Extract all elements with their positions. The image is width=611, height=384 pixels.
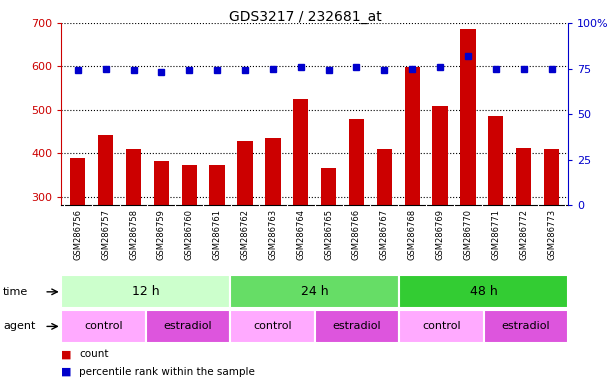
Bar — [488, 116, 503, 205]
Text: GSM286758: GSM286758 — [129, 209, 138, 260]
Text: estradiol: estradiol — [502, 321, 551, 331]
Text: control: control — [422, 321, 461, 331]
Text: GSM286760: GSM286760 — [185, 209, 194, 260]
FancyBboxPatch shape — [61, 275, 230, 308]
Text: 24 h: 24 h — [301, 285, 329, 298]
Text: estradiol: estradiol — [164, 321, 212, 331]
Bar — [98, 135, 114, 205]
Bar — [321, 168, 336, 205]
FancyBboxPatch shape — [61, 310, 145, 343]
FancyBboxPatch shape — [399, 275, 568, 308]
Text: GSM286769: GSM286769 — [436, 209, 445, 260]
Text: GSM286767: GSM286767 — [380, 209, 389, 260]
Bar — [126, 149, 141, 205]
Bar — [376, 149, 392, 205]
Text: 12 h: 12 h — [132, 285, 159, 298]
Bar — [460, 29, 475, 205]
Text: agent: agent — [3, 321, 35, 331]
FancyBboxPatch shape — [399, 310, 484, 343]
Text: GSM286763: GSM286763 — [268, 209, 277, 260]
Text: GSM286771: GSM286771 — [491, 209, 500, 260]
Text: GSM286756: GSM286756 — [73, 209, 82, 260]
Text: GSM286768: GSM286768 — [408, 209, 417, 260]
Text: GSM286765: GSM286765 — [324, 209, 333, 260]
Bar — [70, 158, 86, 205]
FancyBboxPatch shape — [315, 310, 399, 343]
Text: GSM286762: GSM286762 — [241, 209, 249, 260]
Bar — [544, 149, 559, 205]
Text: control: control — [84, 321, 123, 331]
Text: 48 h: 48 h — [470, 285, 497, 298]
Text: estradiol: estradiol — [332, 321, 381, 331]
Text: percentile rank within the sample: percentile rank within the sample — [79, 366, 255, 377]
Bar — [154, 161, 169, 205]
Text: GSM286761: GSM286761 — [213, 209, 222, 260]
Text: GSM286759: GSM286759 — [157, 209, 166, 260]
Text: count: count — [79, 349, 109, 359]
Bar — [265, 138, 280, 205]
Bar — [349, 119, 364, 205]
FancyBboxPatch shape — [145, 310, 230, 343]
Bar — [181, 165, 197, 205]
Bar — [293, 99, 309, 205]
Text: control: control — [253, 321, 291, 331]
FancyBboxPatch shape — [484, 310, 568, 343]
Text: ■: ■ — [61, 349, 71, 359]
Text: time: time — [3, 287, 28, 297]
Text: GSM286770: GSM286770 — [463, 209, 472, 260]
FancyBboxPatch shape — [230, 310, 315, 343]
Bar — [210, 165, 225, 205]
Bar — [237, 141, 253, 205]
Text: GDS3217 / 232681_at: GDS3217 / 232681_at — [229, 10, 382, 23]
Text: GSM286773: GSM286773 — [547, 209, 556, 260]
Text: GSM286772: GSM286772 — [519, 209, 528, 260]
Text: GSM286766: GSM286766 — [352, 209, 361, 260]
Bar — [404, 67, 420, 205]
Bar — [433, 106, 448, 205]
Text: ■: ■ — [61, 366, 71, 377]
Bar — [516, 148, 532, 205]
FancyBboxPatch shape — [230, 275, 399, 308]
Text: GSM286764: GSM286764 — [296, 209, 306, 260]
Text: GSM286757: GSM286757 — [101, 209, 110, 260]
